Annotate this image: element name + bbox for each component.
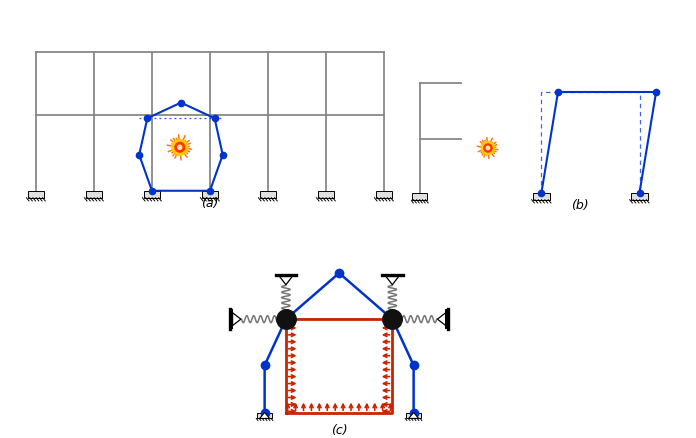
Bar bbox=[86, 191, 102, 198]
Text: (c): (c) bbox=[331, 424, 347, 438]
Polygon shape bbox=[409, 413, 418, 418]
Circle shape bbox=[487, 146, 490, 150]
Polygon shape bbox=[260, 413, 269, 418]
Bar bbox=[318, 191, 334, 198]
Bar bbox=[260, 191, 276, 198]
Circle shape bbox=[177, 145, 182, 149]
Circle shape bbox=[484, 144, 492, 152]
Circle shape bbox=[172, 139, 188, 155]
Bar bbox=[202, 191, 218, 198]
Text: (a): (a) bbox=[201, 197, 219, 210]
Bar bbox=[631, 193, 648, 200]
Circle shape bbox=[175, 142, 184, 152]
Bar bbox=[412, 193, 427, 200]
Bar bbox=[376, 191, 392, 198]
Polygon shape bbox=[386, 276, 399, 285]
Bar bbox=[406, 413, 421, 418]
Bar bbox=[144, 191, 160, 198]
Polygon shape bbox=[437, 313, 445, 325]
Bar bbox=[258, 413, 272, 418]
Bar bbox=[533, 193, 550, 200]
Bar bbox=[28, 191, 44, 198]
Polygon shape bbox=[232, 313, 241, 325]
Text: (b): (b) bbox=[571, 199, 589, 212]
Circle shape bbox=[482, 141, 495, 155]
Polygon shape bbox=[280, 276, 292, 285]
